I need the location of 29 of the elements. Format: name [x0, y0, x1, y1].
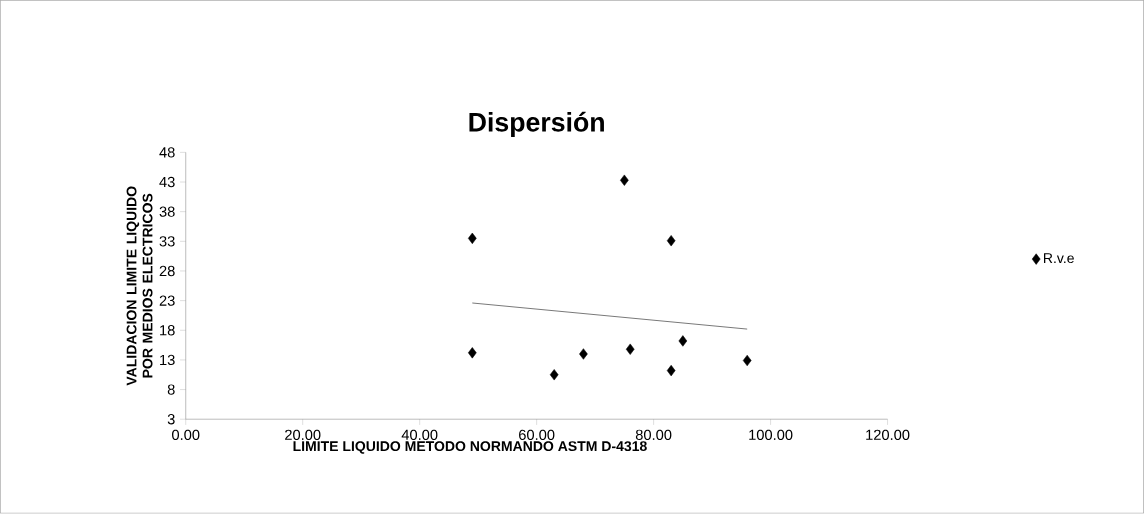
y-tick-label: 33: [159, 236, 175, 247]
legend-label: R.v.e: [1044, 253, 1074, 264]
y-tick-label: 28: [159, 266, 175, 277]
y-tick-label: 13: [160, 354, 175, 366]
chart-title: Dispersión: [469, 112, 604, 138]
point: [549, 369, 559, 381]
point: [579, 348, 588, 360]
y-tick-label: 18: [160, 325, 175, 336]
point: [742, 355, 752, 367]
x-tick-label: 120.00: [866, 429, 910, 441]
point: [678, 335, 688, 347]
y-tick-label: 8: [167, 384, 175, 395]
point: [625, 343, 635, 356]
y-tick-label: 48: [159, 147, 175, 158]
y-axis-title: VALIDACION LIMITE LIQUIDO POR MEDIOS ELECTRICOS: [126, 186, 153, 386]
point: [666, 235, 676, 247]
y-tick-label: 23: [159, 295, 175, 307]
x-axis-title: LIMITE LIQUIDO METODO NORMANDO ASTM D-4318: [293, 441, 647, 454]
x-tick-label: 100.00: [749, 429, 793, 441]
point: [666, 365, 676, 377]
y-tick-label: 43: [159, 177, 175, 188]
point: [468, 347, 477, 359]
x-tick-label: 80.00: [635, 429, 672, 441]
x-tick-label: 40.00: [401, 429, 438, 441]
x-tick-label: 20.00: [285, 429, 321, 441]
y-tick-label: 38: [159, 206, 175, 218]
y-tick-label: 3: [167, 414, 175, 425]
x-tick-label: 0.00: [172, 429, 200, 441]
x-tick-label: 60.00: [519, 429, 555, 441]
